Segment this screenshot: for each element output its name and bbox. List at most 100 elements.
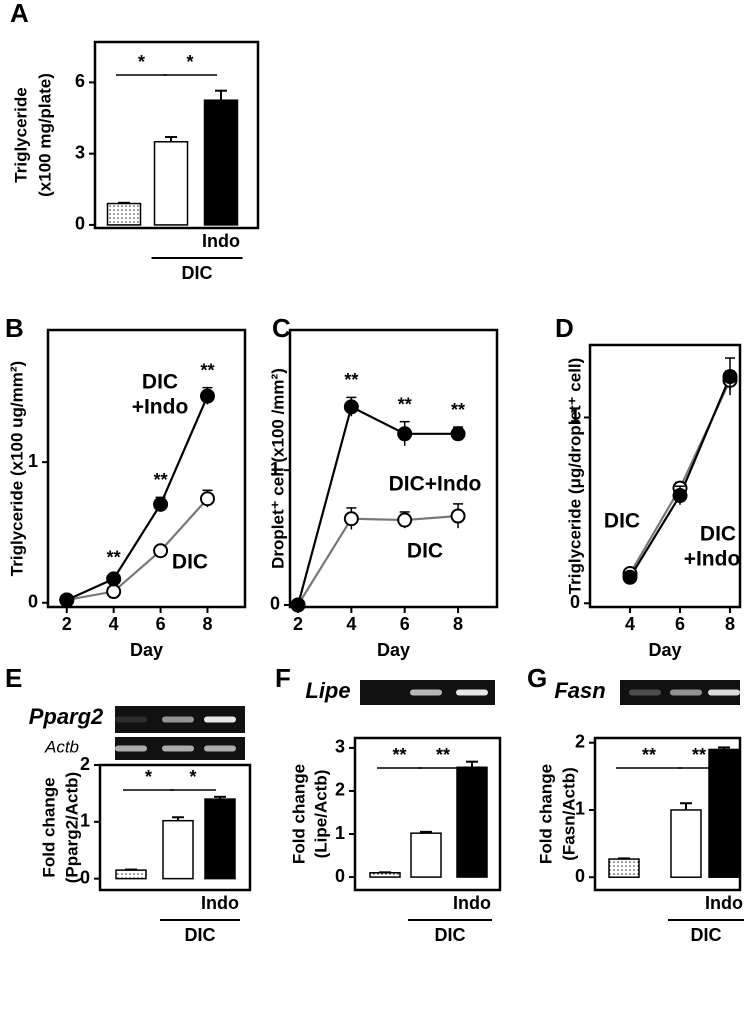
x-tick-label: 8 <box>453 614 463 634</box>
significance-mark: * <box>186 52 193 72</box>
panel-label: E <box>5 663 22 693</box>
significance-mark: * <box>138 52 145 72</box>
y-axis-label: Triglyceride (μg/droplet⁺ cell) <box>565 358 584 595</box>
y-axis-label: (Fasn/Actb) <box>559 767 578 861</box>
bar <box>410 832 442 878</box>
y-tick-label: 0 <box>75 214 85 234</box>
x-tick-label: 6 <box>400 614 410 634</box>
y-tick-label: 1 <box>575 799 585 819</box>
significance-mark: ** <box>692 745 706 765</box>
y-axis-label: Fold change <box>536 764 555 864</box>
significance-mark: ** <box>200 360 214 380</box>
data-point <box>59 592 75 608</box>
x-tick-label: 4 <box>109 614 119 634</box>
data-point <box>343 511 359 527</box>
gel-label: Actb <box>44 737 79 756</box>
plot-frame <box>588 343 742 609</box>
bar <box>456 766 488 878</box>
gel-band <box>115 745 147 752</box>
group-label: DIC <box>691 925 722 945</box>
gel-label: Lipe <box>305 678 350 703</box>
x-tick-label: 4 <box>625 614 635 634</box>
data-point <box>722 369 738 385</box>
y-tick-label: 6 <box>75 71 85 91</box>
data-point <box>106 571 122 587</box>
y-tick-label: 1 <box>335 823 345 843</box>
data-point <box>343 399 359 415</box>
y-tick-label: 0 <box>270 594 280 614</box>
series-label: DIC <box>172 551 208 574</box>
data-point <box>199 388 215 404</box>
series-line <box>297 514 459 606</box>
panel-label: D <box>555 313 574 343</box>
bar <box>203 99 239 226</box>
gel-band <box>115 716 147 723</box>
bar <box>608 858 640 878</box>
series-line <box>296 405 459 606</box>
panel-label: C <box>272 313 291 343</box>
significance-mark: * <box>145 767 152 787</box>
significance-mark: ** <box>392 745 406 765</box>
gel-band <box>456 689 488 696</box>
plot-frame <box>46 328 247 609</box>
group-label: DIC <box>185 925 216 945</box>
series-label: +Indo <box>684 548 741 571</box>
y-tick-label: 3 <box>75 142 85 162</box>
series-line <box>66 395 209 601</box>
bar <box>162 819 194 880</box>
x-tick-label: 8 <box>725 614 735 634</box>
significance-mark: ** <box>107 547 121 567</box>
x-tick-label: 2 <box>62 614 72 634</box>
plot-frame <box>288 328 499 609</box>
bar <box>153 141 189 226</box>
y-tick-label: 1 <box>270 459 280 479</box>
series-label: DIC+Indo <box>389 473 482 496</box>
bar <box>708 748 740 878</box>
y-tick-label: 0 <box>28 592 38 612</box>
significance-mark: ** <box>344 370 358 390</box>
gel-band <box>629 689 661 696</box>
x-axis-label: Day <box>648 640 681 660</box>
y-axis-label: Triglyceride (x100 ug/mm²) <box>7 361 26 576</box>
data-point <box>199 491 215 507</box>
y-tick-label: 0 <box>575 866 585 886</box>
y-axis-label: (Lipe/Actb) <box>311 770 330 859</box>
data-point <box>450 426 466 442</box>
y-axis-label: Droplet⁺ cell (x100 /mm²) <box>268 368 287 569</box>
gel-band <box>369 690 401 696</box>
gel-band <box>410 689 442 696</box>
panel-label: B <box>5 313 24 343</box>
gel-band <box>670 689 702 696</box>
plot-frame <box>353 736 502 892</box>
x-axis-label: Day <box>377 640 410 660</box>
panel-label: F <box>275 663 291 693</box>
y-tick-label: 1 <box>80 811 90 831</box>
x-axis-label: Day <box>130 640 163 660</box>
y-tick-label: 2 <box>335 780 345 800</box>
bar <box>106 202 142 226</box>
significance-mark: ** <box>642 745 656 765</box>
series-label: DIC <box>700 523 736 546</box>
series-label: DIC <box>407 540 443 563</box>
group-label: DIC <box>435 925 466 945</box>
data-point <box>290 597 306 613</box>
significance-mark: * <box>189 767 196 787</box>
series-label: +Indo <box>132 396 189 419</box>
y-tick-label: 1 <box>570 406 580 426</box>
gel-band <box>204 716 236 723</box>
y-axis-label: Fold change <box>39 777 58 877</box>
bar <box>369 872 401 878</box>
gel-band <box>162 716 194 723</box>
y-tick-label: 0 <box>570 592 580 612</box>
bar <box>115 869 147 880</box>
x-tick-label: 2 <box>293 614 303 634</box>
treatment-label: Indo <box>453 893 491 913</box>
x-tick-label: 8 <box>202 614 212 634</box>
series-label: DIC <box>142 371 178 394</box>
plot-frame <box>98 763 252 892</box>
group-label: DIC <box>182 263 213 283</box>
treatment-label: Indo <box>705 893 743 913</box>
plot-frame <box>93 40 260 230</box>
bar <box>204 798 236 880</box>
